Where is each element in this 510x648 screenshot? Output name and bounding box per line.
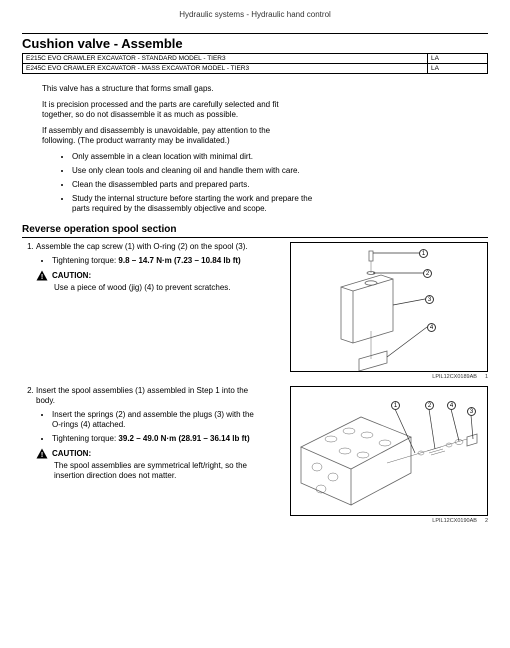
warning-icon: ! [36,270,48,281]
torque-label: Tightening torque: [52,256,118,265]
callout-3: 3 [467,407,476,416]
step-2: Insert the spool assemblies (1) assemble… [22,386,488,524]
fig-num: 2 [485,518,488,524]
caution-body: Use a piece of wood (jig) (4) to prevent… [54,283,262,293]
breadcrumb: Hydraulic systems - Hydraulic hand contr… [22,10,488,19]
intro-bullets: Only assemble in a clean location with m… [72,152,488,214]
warning-icon: ! [36,448,48,459]
step-text: Insert the spool assemblies (1) assemble… [22,386,262,524]
callout-4: 4 [447,401,456,410]
intro: This valve has a structure that forms sm… [42,84,488,214]
caution: ! CAUTION: [36,270,262,281]
model-desc: E215C EVO CRAWLER EXCAVATOR - STANDARD M… [23,54,428,64]
title-rule [22,33,488,34]
section-rule [22,237,488,238]
caution-label: CAUTION: [52,271,91,281]
list-item: Clean the disassembled parts and prepare… [72,180,322,190]
model-desc: E245C EVO CRAWLER EXCAVATOR - MASS EXCAV… [23,64,428,74]
callout-1: 1 [391,401,400,410]
step1-text: Assemble the cap screw (1) with O-ring (… [36,242,248,251]
list-item: Only assemble in a clean location with m… [72,152,322,162]
list-item: Study the internal structure before star… [72,194,322,214]
figure-2-col: 1 2 4 3 LPIL12CX0190AB 2 [272,386,488,524]
intro-p3: If assembly and disassembly is unavoidab… [42,126,302,146]
torque-value: 9.8 – 14.7 N·m (7.23 – 10.84 lb ft) [118,256,240,265]
figure-1-caption: LPIL12CX0189AB 1 [290,374,488,380]
figure-2-caption: LPIL12CX0190AB 2 [290,518,488,524]
callout-2: 2 [423,269,432,278]
model-code: LA [428,54,488,64]
fig-num: 1 [485,374,488,380]
section-heading: Reverse operation spool section [22,224,488,235]
list-item: Use only clean tools and cleaning oil an… [72,166,322,176]
caution: ! CAUTION: [36,448,262,459]
figure-1: 1 2 3 4 [290,242,488,372]
table-row: E245C EVO CRAWLER EXCAVATOR - MASS EXCAV… [23,64,488,74]
figure-2: 1 2 4 3 [290,386,488,516]
callout-2: 2 [425,401,434,410]
list-item: Insert the springs (2) and assemble the … [52,410,262,430]
page: Hydraulic systems - Hydraulic hand contr… [0,0,510,648]
step-text: Assemble the cap screw (1) with O-ring (… [22,242,262,380]
list-item: Tightening torque: 39.2 – 49.0 N·m (28.9… [52,434,262,444]
intro-p1: This valve has a structure that forms sm… [42,84,302,94]
models-table: E215C EVO CRAWLER EXCAVATOR - STANDARD M… [22,53,488,74]
fig-id: LPIL12CX0189AB [432,374,477,380]
model-code: LA [428,64,488,74]
page-title: Cushion valve - Assemble [22,36,488,51]
callout-1: 1 [419,249,428,258]
table-row: E215C EVO CRAWLER EXCAVATOR - STANDARD M… [23,54,488,64]
torque-value: 39.2 – 49.0 N·m (28.91 – 36.14 lb ft) [118,434,249,443]
fig-id: LPIL12CX0190AB [432,518,477,524]
list-item: Tightening torque: 9.8 – 14.7 N·m (7.23 … [52,256,262,266]
torque-label: Tightening torque: [52,434,118,443]
intro-p2: It is precision processed and the parts … [42,100,302,120]
caution-label: CAUTION: [52,449,91,459]
step2-text: Insert the spool assemblies (1) assemble… [36,386,248,405]
callout-4: 4 [427,323,436,332]
caution-body: The spool assemblies are symmetrical lef… [54,461,262,481]
svg-text:!: ! [41,274,43,281]
step-1: Assemble the cap screw (1) with O-ring (… [22,242,488,380]
figure-1-col: 1 2 3 4 LPIL12CX0189AB 1 [272,242,488,380]
svg-text:!: ! [41,452,43,459]
callout-3: 3 [425,295,434,304]
